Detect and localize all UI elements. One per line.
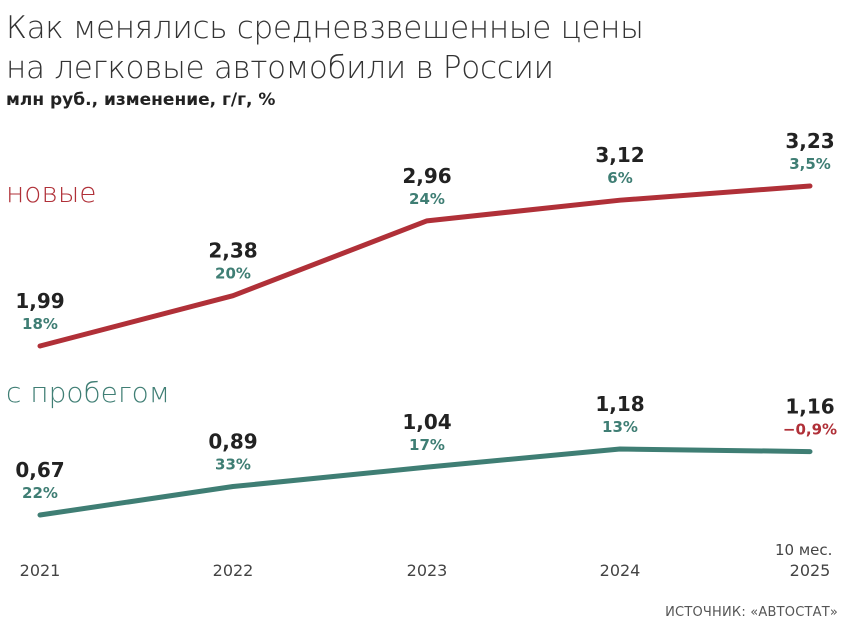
series-label-used: с пробегом — [6, 376, 170, 409]
change-label-used-2023: 17% — [409, 436, 445, 454]
value-label-used-2024: 1,18 — [595, 392, 644, 416]
change-label-used-2021: 22% — [22, 484, 58, 502]
chart-subtitle: млн руб., изменение, г/г, % — [6, 90, 276, 110]
chart-title: Как менялись средневзвешенные цены на ле… — [6, 8, 644, 88]
value-label-new-2021: 1,99 — [15, 289, 64, 313]
change-label-new-2024: 6% — [607, 169, 632, 187]
change-label-new-2023: 24% — [409, 190, 445, 208]
chart-title-line-1: Как менялись средневзвешенные цены — [6, 10, 644, 46]
series-line-used — [37, 446, 813, 518]
change-label-new-2022: 20% — [215, 265, 251, 283]
value-label-new-2024: 3,12 — [595, 143, 644, 167]
change-label-used-2024: 13% — [602, 418, 638, 436]
value-label-new-2023: 2,96 — [402, 164, 451, 188]
source-note: ИСТОЧНИК: «АВТОСТАТ» — [665, 605, 838, 620]
value-label-new-2025: 3,23 — [785, 129, 834, 153]
x-tick-label-2024: 2024 — [600, 561, 641, 580]
value-label-used-2023: 1,04 — [402, 410, 451, 434]
x-axis-note: 10 мес. — [775, 541, 833, 559]
x-tick-label-2025: 2025 — [790, 561, 831, 580]
change-label-new-2021: 18% — [22, 315, 58, 333]
change-label-used-2022: 33% — [215, 456, 251, 474]
x-tick-label-2023: 2023 — [407, 561, 448, 580]
change-label-used-2025: −0,9% — [783, 421, 837, 439]
x-tick-label-2022: 2022 — [213, 561, 254, 580]
value-label-new-2022: 2,38 — [208, 239, 257, 263]
chart-title-line-2: на легковые автомобили в России — [6, 50, 554, 86]
value-label-used-2022: 0,89 — [208, 430, 257, 454]
value-label-used-2021: 0,67 — [15, 458, 64, 482]
change-label-new-2025: 3,5% — [789, 155, 831, 173]
series-line-new — [37, 183, 813, 349]
series-label-new: новые — [6, 176, 97, 209]
value-label-used-2025: 1,16 — [785, 395, 834, 419]
x-tick-label-2021: 2021 — [20, 561, 61, 580]
